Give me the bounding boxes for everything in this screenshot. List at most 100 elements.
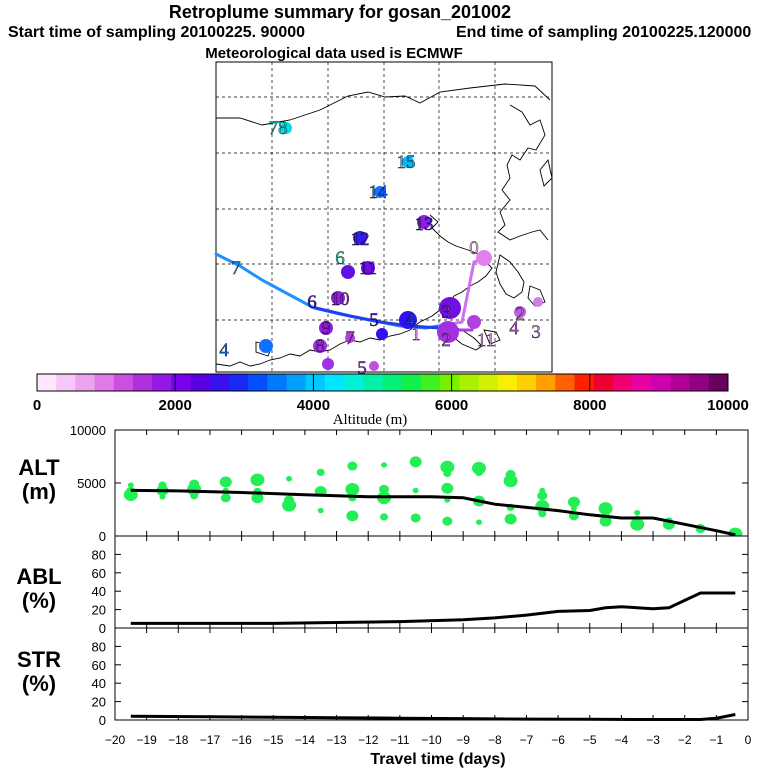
alt-cluster-dot [380,513,389,521]
alt-cluster-dot [570,505,577,512]
colorbar-tick-label: 10000 [707,397,749,414]
colorbar-cell [536,374,556,391]
map-marker [319,321,333,335]
alt-cluster-dot [634,509,641,516]
x-tick-label: −11 [390,733,410,747]
map-label: 10 [331,289,350,310]
colorbar-tick-label: 0 [33,397,41,414]
colorbar-cell [248,374,268,391]
alt-frame [114,429,749,537]
map-marker [361,261,375,275]
x-tick-label: −10 [421,733,442,747]
x-tick-label: −6 [551,733,565,747]
abl-frame [114,535,749,629]
chart-title: Retroplume summary for gosan_201002 [168,2,512,22]
str-ylabel-line2: (%) [21,671,57,696]
colorbar-cell [56,374,76,391]
map-marker [280,122,292,134]
colorbar-frame [36,373,729,392]
alt-cluster-dot [317,507,324,514]
alt-cluster-dot [250,473,265,487]
colorbar-tick-label: 8000 [573,397,606,414]
alt-cluster-dot [286,476,293,482]
str-ylabel: STR (%) [4,648,74,696]
map-label: 13 [415,214,434,235]
map-marker [345,333,355,343]
x-tick-label: −5 [583,733,597,747]
map-label: 7 [231,258,241,279]
alt-cluster-dot [219,476,232,488]
map-label: 5 [369,310,379,331]
abl-line [130,591,736,625]
map-label: 6 [335,248,345,269]
colorbar: 0 2000 4000 6000 8000 10000 Altitude (m) [33,373,749,428]
colorbar-cell [612,374,633,391]
abl-ylabel: ABL (%) [4,565,74,613]
map-marker [313,339,327,353]
map-label: 2 [515,304,525,325]
x-tick-label: −14 [295,733,316,747]
alt-cluster-dot [379,484,390,494]
map-grid [216,62,552,372]
map-label: 4 [219,340,229,361]
colorbar-cell [75,374,96,391]
colorbar-label: Altitude (m) [333,412,408,428]
x-tick-label: −17 [200,733,221,747]
y-tick-label: 60 [92,658,106,673]
abl-panel: 80 60 40 20 0 [92,535,749,636]
colorbar-cells [37,374,729,391]
x-tick-label: −2 [678,733,692,747]
x-tick-label: −13 [326,733,347,747]
colorbar-cell [152,374,172,391]
x-tick-label: −7 [520,733,534,747]
alt-cluster-dot [282,498,297,512]
x-tick-label: −4 [615,733,629,747]
map-marker [374,186,386,198]
map-marker [467,315,481,329]
alt-cluster-dot [599,515,612,527]
x-tick-label: −1 [710,733,724,747]
alt-cluster-dot [220,493,231,503]
alt-cluster-dot [504,513,517,525]
x-tick-label: −12 [358,733,379,747]
map-marker [399,311,417,329]
y-tick-label: 20 [92,603,106,618]
y-tick-label: 20 [92,695,106,710]
map-label: 0 [469,238,479,259]
alt-cluster-dot [440,460,455,474]
colorbar-cell [228,374,249,391]
colorbar-cell [382,374,403,391]
alt-cluster-dot [475,519,482,525]
map-label: 15 [397,152,416,173]
colorbar-cell [651,374,671,391]
colorbar-cell [497,374,518,391]
y-tick-label: 80 [92,547,106,562]
colorbar-cell [708,374,729,391]
x-tick-label: −19 [136,733,157,747]
map-marker [476,250,492,266]
map-label: 8 [315,336,325,357]
alt-ylabel: ALT (m) [4,456,74,504]
str-yticks: 80 60 40 20 0 [92,639,748,728]
colorbar-cell [267,374,288,391]
colorbar-cell [574,374,595,391]
start-sampling-text: Start time of sampling 20100225. 90000 [8,24,306,41]
alt-cluster-dot [537,491,548,501]
colorbar-tick-label: 4000 [297,397,330,414]
colorbar-cell [113,374,134,391]
x-tick-label: −20 [105,733,126,747]
alt-cluster-dot [316,468,325,476]
colorbar-cell [363,374,383,391]
map-label: 3 [441,302,451,323]
map-marker [533,297,543,307]
alt-cluster-dot [159,494,166,500]
map-label: 7 [345,328,355,349]
alt-cluster-dot [347,461,358,471]
alt-cluster-dot [630,518,645,531]
map-marker [259,339,273,353]
x-tick-label: −16 [231,733,252,747]
map-marker [322,358,334,370]
x-tick-label: −3 [646,733,660,747]
colorbar-tick-label: 6000 [435,397,468,414]
map-markers [259,122,543,371]
